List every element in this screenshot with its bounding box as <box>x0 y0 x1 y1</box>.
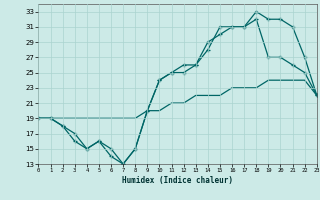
X-axis label: Humidex (Indice chaleur): Humidex (Indice chaleur) <box>122 176 233 185</box>
